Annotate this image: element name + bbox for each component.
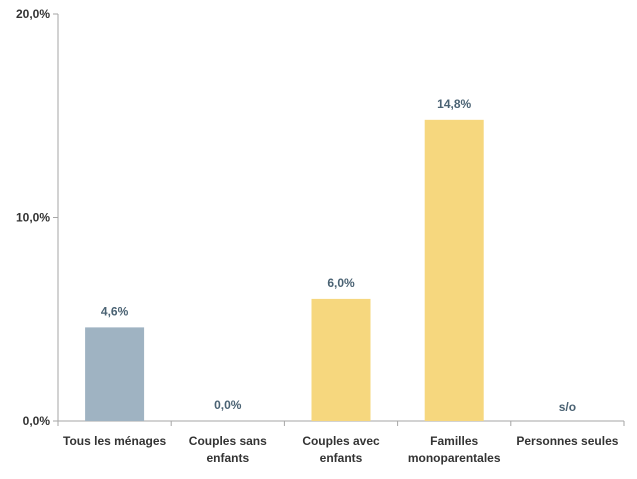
bar xyxy=(311,298,371,421)
category-label: Personnes seules xyxy=(516,434,618,448)
category-label: Familles monoparentales xyxy=(408,434,501,465)
bars xyxy=(85,119,484,421)
bar xyxy=(85,327,145,421)
category-label: Tous les ménages xyxy=(63,434,166,448)
category-label: Couples sans enfants xyxy=(189,434,267,465)
category-label: Couples avec enfants xyxy=(302,434,380,465)
y-tick-label: 10,0% xyxy=(16,211,50,225)
y-tick-label: 20,0% xyxy=(16,7,50,21)
data-label: 4,6% xyxy=(101,304,129,318)
x-axis xyxy=(57,420,625,426)
data-label: 6,0% xyxy=(327,276,355,290)
data-label: 14,8% xyxy=(437,97,471,111)
data-labels: 4,6% 0,0% 6,0% 14,8% s/o xyxy=(101,97,576,414)
data-label: 0,0% xyxy=(214,398,242,412)
y-axis: 0,0% 10,0% 20,0% xyxy=(16,7,59,428)
category-labels: Tous les ménages Couples sans enfants Coupl… xyxy=(63,434,619,465)
data-label: s/o xyxy=(559,400,576,414)
bar xyxy=(424,119,484,421)
y-tick-label: 0,0% xyxy=(23,414,51,428)
